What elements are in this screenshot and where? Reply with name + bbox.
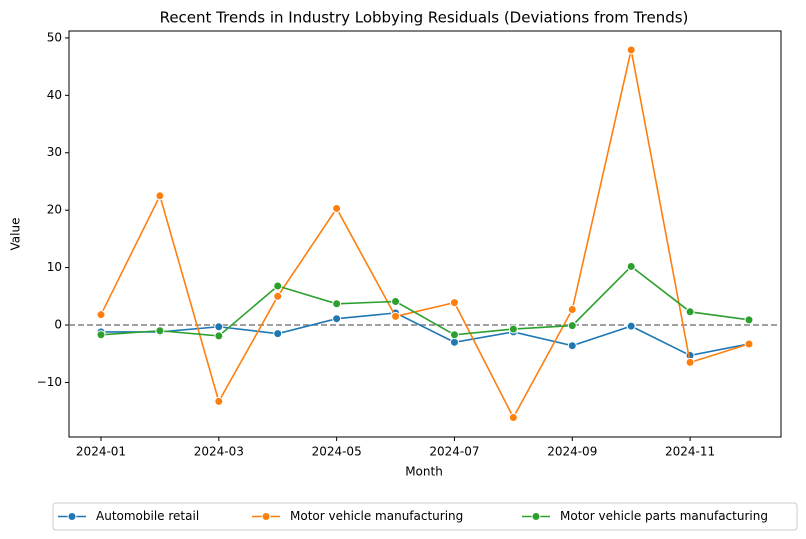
x-tick-label: 2024-07 <box>429 445 479 459</box>
x-tick-label: 2024-11 <box>665 445 715 459</box>
data-point <box>744 339 754 349</box>
x-tick-label: 2024-03 <box>194 445 244 459</box>
plot-area <box>68 30 782 438</box>
series-line <box>100 49 750 420</box>
data-point <box>273 281 283 291</box>
y-tick-label: 40 <box>47 88 62 102</box>
data-point <box>391 311 401 321</box>
legend-marker <box>261 512 271 521</box>
x-tick-label: 2024-01 <box>76 445 126 459</box>
data-point <box>567 321 577 331</box>
data-point <box>449 337 459 347</box>
data-point <box>626 261 636 271</box>
legend-marker <box>531 512 541 521</box>
data-point <box>685 357 695 367</box>
legend: Automobile retail Motor vehicle manufactu… <box>52 502 798 531</box>
y-tick-label: 50 <box>47 30 62 44</box>
data-point <box>155 326 165 336</box>
y-tick-label: 30 <box>47 145 62 159</box>
chart-title: Recent Trends in Industry Lobbying Resid… <box>160 9 689 27</box>
data-point <box>332 299 342 309</box>
series-line <box>101 312 750 357</box>
data-point <box>449 330 459 340</box>
data-point <box>96 330 106 340</box>
data-point <box>567 305 577 315</box>
y-tick-label: 20 <box>47 203 62 217</box>
x-tick-label: 2024-05 <box>312 445 362 459</box>
data-point <box>626 321 636 331</box>
data-point <box>567 341 577 351</box>
data-point <box>332 314 342 324</box>
data-point <box>214 396 224 406</box>
data-point <box>744 315 754 325</box>
data-point <box>626 45 636 55</box>
data-point <box>273 329 283 339</box>
legend-label: Automobile retail <box>96 509 199 523</box>
data-point <box>391 296 401 306</box>
data-point <box>508 412 518 422</box>
data-point <box>214 331 224 341</box>
data-point <box>155 191 165 201</box>
data-point <box>273 291 283 301</box>
x-axis-label: Month <box>405 465 443 479</box>
legend-marker <box>67 512 77 521</box>
legend-frame <box>52 502 798 531</box>
data-point <box>96 310 106 320</box>
y-tick-label: 10 <box>47 260 62 274</box>
y-tick-label: 0 <box>54 318 62 332</box>
series-line <box>100 265 750 337</box>
legend-label: Motor vehicle parts manufacturing <box>560 509 768 523</box>
legend-label: Motor vehicle manufacturing <box>290 509 463 523</box>
data-point <box>449 298 459 308</box>
y-axis-label: Value <box>9 218 23 251</box>
data-point <box>508 324 518 334</box>
y-tick-label: −10 <box>37 375 62 389</box>
data-point <box>332 203 342 213</box>
x-tick-label: 2024-09 <box>547 445 597 459</box>
data-point <box>685 307 695 317</box>
data-point <box>214 322 224 332</box>
